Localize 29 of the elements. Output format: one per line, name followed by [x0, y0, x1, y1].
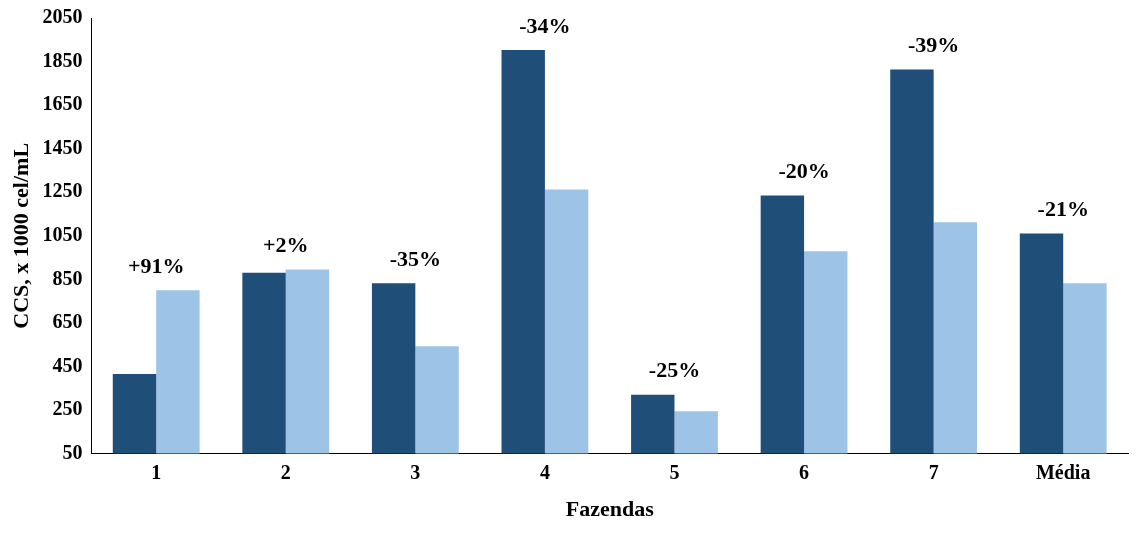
- annotation: -21%: [1037, 196, 1089, 222]
- y-tick-label: 1450: [42, 135, 83, 158]
- y-tick-label: 1850: [42, 48, 83, 71]
- y-axis-title: CCS, x 1000 cel/mL: [7, 142, 33, 329]
- y-tick-label: 50: [62, 440, 83, 463]
- y-tick-label: 1250: [42, 179, 83, 202]
- annotation: -20%: [778, 158, 830, 184]
- y-tick-label: 450: [52, 353, 83, 376]
- x-tick-label: 4: [539, 460, 550, 483]
- y-tick-label: 250: [52, 397, 83, 420]
- y-tick-label: 1650: [42, 92, 83, 115]
- x-tick-label: 3: [410, 460, 421, 483]
- annotation: -25%: [648, 357, 701, 383]
- x-axis-title: Fazendas: [565, 496, 655, 522]
- annotation: -35%: [389, 245, 441, 271]
- x-tick-label: 2: [280, 460, 291, 483]
- y-tick-label: 2050: [42, 5, 83, 28]
- x-tick-label: 1: [151, 460, 162, 483]
- y-tick-label: 1050: [42, 222, 83, 245]
- annotation: +91%: [127, 252, 185, 278]
- y-tick-label: 650: [52, 310, 83, 333]
- y-tick-label: 850: [52, 266, 83, 289]
- x-tick-label: 6: [799, 460, 810, 483]
- annotation: -34%: [519, 12, 571, 38]
- x-tick-label: Média: [1035, 460, 1091, 483]
- annotation: -39%: [907, 32, 960, 58]
- x-tick-label: 5: [669, 460, 680, 483]
- x-tick-label: 7: [928, 460, 939, 483]
- annotation: +2%: [262, 232, 309, 258]
